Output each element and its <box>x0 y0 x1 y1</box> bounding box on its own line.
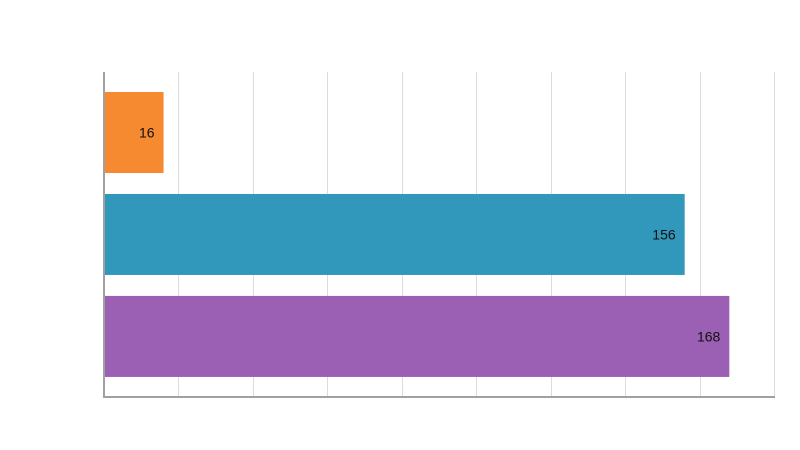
data-labels: 16 156 168 <box>139 125 721 345</box>
axes <box>103 72 775 398</box>
bar <box>105 92 164 173</box>
bar-value-label: 16 <box>139 125 155 141</box>
bar <box>105 295 730 377</box>
bars <box>105 92 730 377</box>
bar <box>105 193 685 275</box>
bar-value-label: 168 <box>697 328 721 344</box>
bar-value-label: 156 <box>652 226 676 242</box>
